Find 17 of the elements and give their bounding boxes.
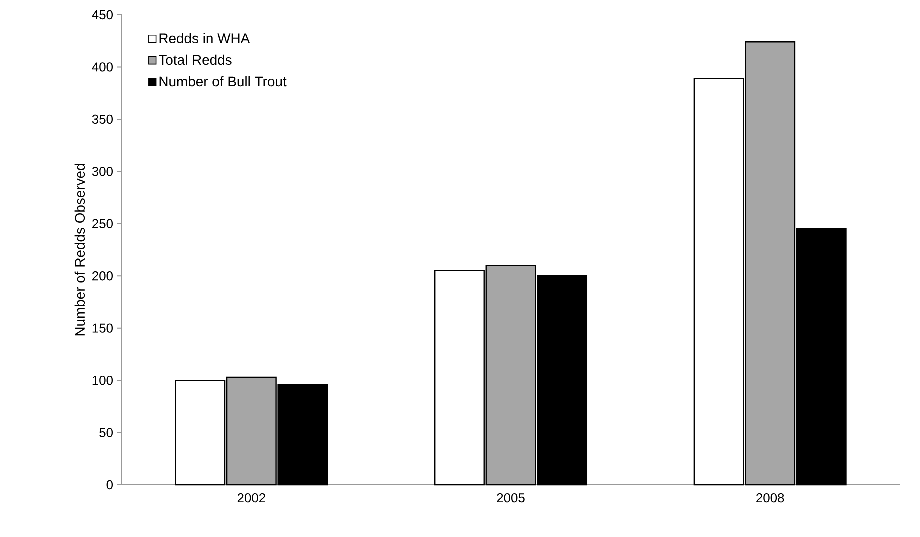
y-tick-label: 100: [92, 376, 113, 386]
y-tick-label: 400: [92, 62, 113, 72]
y-tick-label: 0: [106, 480, 113, 490]
y-tick-label: 350: [92, 114, 113, 124]
x-tick-label: 2002: [238, 494, 266, 503]
legend-label: Total Redds: [159, 54, 232, 66]
y-tick-label: 150: [92, 324, 113, 333]
y-tick-label: 200: [92, 272, 113, 281]
y-tick-label: 250: [92, 219, 113, 228]
y-tick-label: 50: [100, 428, 113, 438]
legend-label: Number of Bull Trout: [160, 76, 287, 87]
legend-label: Redds in WHA: [160, 33, 250, 44]
y-axis-title: Number of Redds Observed: [74, 164, 86, 336]
x-tick-label: 2008: [756, 494, 784, 503]
y-tick-label: 300: [92, 167, 113, 176]
y-tick-label: 450: [92, 10, 113, 20]
x-tick-label: 2005: [497, 494, 525, 503]
